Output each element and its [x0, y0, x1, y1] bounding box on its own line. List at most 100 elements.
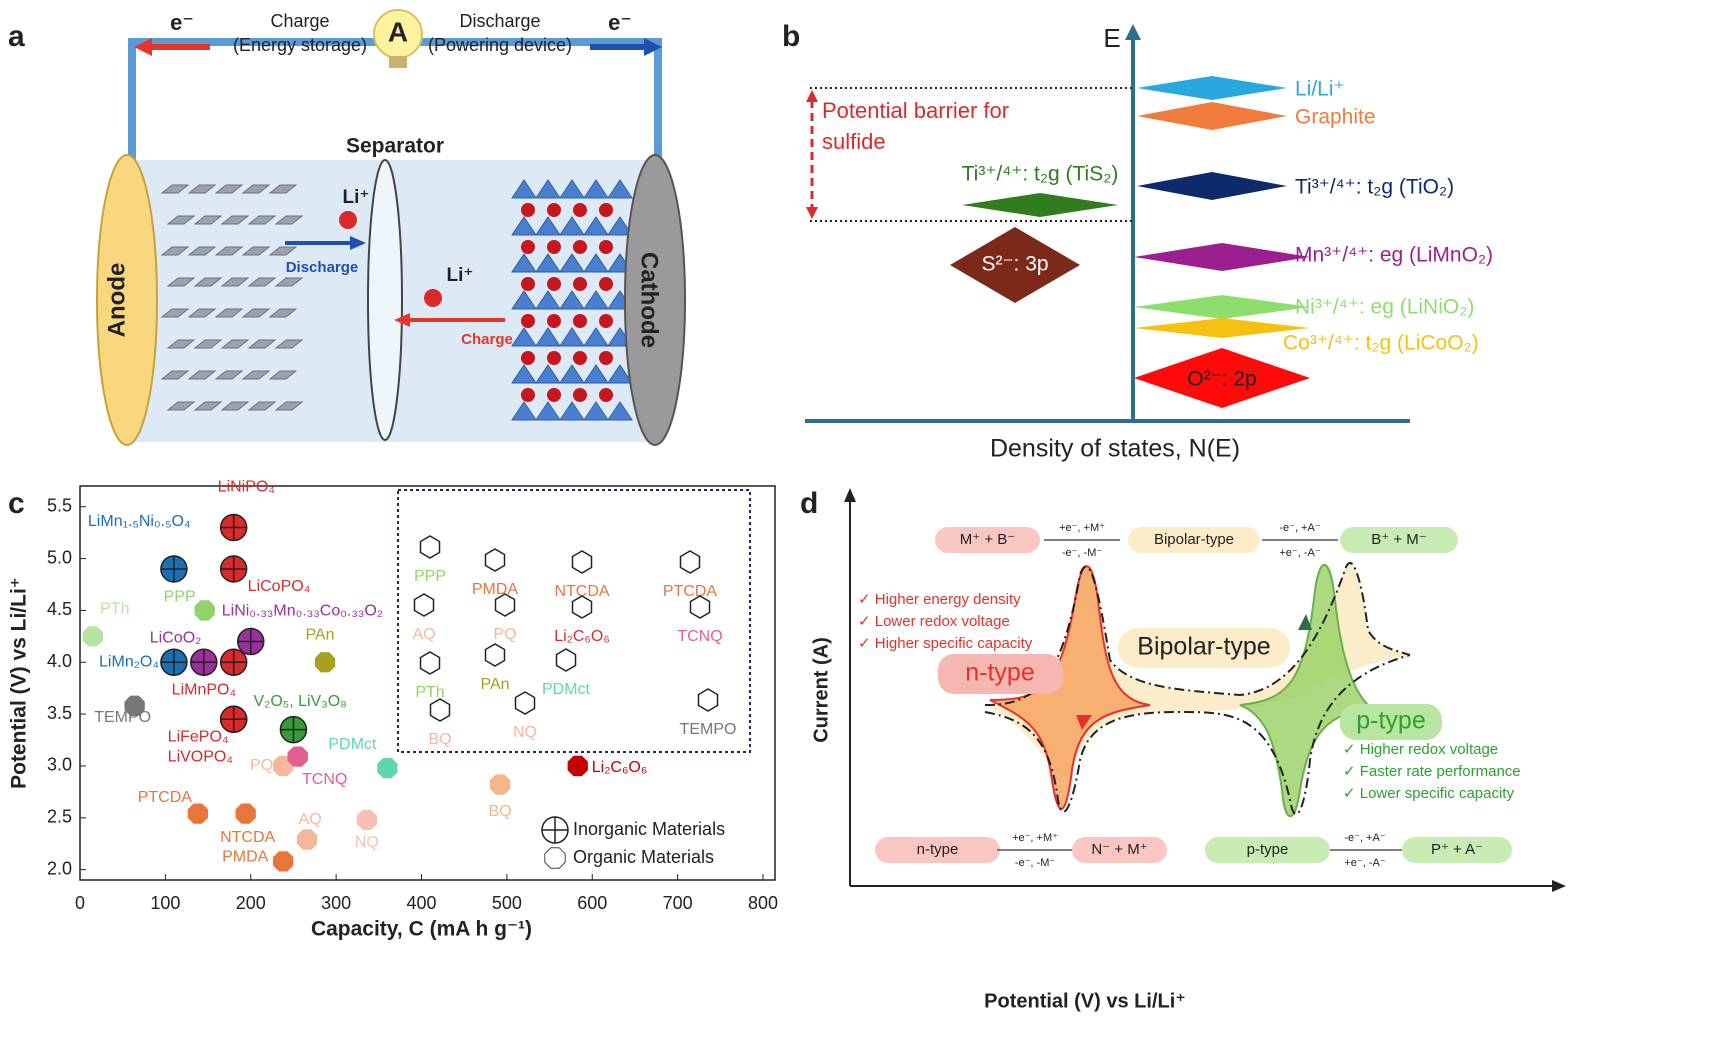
graphite-sheet: [247, 401, 277, 411]
separator-label: Separator: [346, 135, 444, 158]
x-tick-label: 100: [150, 893, 180, 913]
species-pill-label: p-type: [1247, 841, 1289, 858]
lattice-triangle: [583, 327, 609, 347]
marker-cross: [220, 555, 247, 582]
legend-label: Organic Materials: [573, 847, 714, 867]
x-tick-label: 700: [663, 893, 693, 913]
point-label: LiMn₁.₅Ni₀.₅O₄: [88, 513, 191, 530]
inset-label: PPP: [414, 568, 446, 585]
li-ion: [521, 351, 535, 365]
barrier-label: Potential barrier for: [822, 98, 1009, 123]
point-label: BQ: [488, 803, 511, 820]
lattice-triangle: [559, 364, 585, 384]
li-ion: [573, 240, 587, 254]
lattice-triangle: [511, 216, 537, 236]
lattice-triangle: [583, 253, 609, 273]
species-pill: [935, 527, 1040, 553]
lattice-triangle: [559, 327, 585, 347]
point-label: LiNiPO₄: [218, 479, 275, 496]
li-ion: [573, 388, 587, 402]
species-pill-label: Bipolar-type: [1154, 531, 1234, 548]
axis-label: Potential (V) vs Li/Li⁺: [984, 990, 1186, 1012]
marker-cross: [280, 716, 307, 743]
species-pill-label: N⁻ + M⁺: [1091, 841, 1147, 858]
lattice-triangle: [535, 364, 561, 384]
energy-level: [1137, 172, 1287, 200]
li-ion: [547, 240, 561, 254]
x-axis-label: Capacity, C (mA h g⁻¹): [311, 918, 532, 941]
level-label: O²⁻: 2p: [1187, 368, 1256, 391]
data-point: [82, 626, 103, 647]
graphite-sheet: [160, 308, 190, 318]
x-tick-label: 500: [492, 893, 522, 913]
data-point: [544, 847, 566, 869]
graphite-sheet: [268, 184, 298, 194]
graphite-sheet: [160, 246, 190, 256]
lattice-triangle: [511, 253, 537, 273]
marker-cross: [237, 628, 264, 655]
separator: [367, 159, 403, 441]
lattice-triangle: [583, 216, 609, 236]
graphite-sheet: [214, 184, 244, 194]
x-tick-label: 800: [748, 893, 778, 913]
inset-label: BQ: [428, 731, 451, 748]
arrowhead: [1125, 24, 1141, 40]
graphite-sheet: [160, 370, 190, 380]
point-label: LiCoO₂: [150, 629, 202, 646]
lattice-triangle: [583, 364, 609, 384]
arrowhead: [394, 313, 410, 327]
reaction-condition: -e⁻, +A⁻: [1279, 522, 1320, 534]
point-label: TEMPO: [94, 709, 151, 726]
arrow-label: Discharge: [286, 259, 359, 276]
point-label: PPP: [164, 589, 196, 606]
inset-label: TEMPO: [680, 721, 737, 738]
data-point: [287, 746, 308, 767]
graphite-sheet: [241, 184, 271, 194]
graphite-sheet: [187, 246, 217, 256]
ion-label: Li⁺: [447, 265, 474, 286]
wire: [128, 38, 662, 165]
anode: [96, 154, 158, 446]
li-ion: [521, 203, 535, 217]
lattice-triangle: [559, 216, 585, 236]
type-title: p-type: [1356, 707, 1425, 735]
species-pill: [1205, 837, 1330, 863]
li-ion: [599, 388, 613, 402]
li-ion: [573, 314, 587, 328]
graphite-sheet: [166, 401, 196, 411]
inset-label: PTh: [415, 684, 444, 701]
lattice-triangle: [535, 216, 561, 236]
molecule-ring: [494, 593, 516, 617]
arrowhead: [844, 488, 856, 502]
li-ion: [521, 277, 535, 291]
energy-level: [1134, 295, 1310, 319]
lattice-triangle: [511, 364, 537, 384]
x-tick-label: 300: [321, 893, 351, 913]
anode-label: Anode: [103, 263, 130, 338]
inset-frame: [397, 489, 751, 753]
graphite-sheet: [166, 215, 196, 225]
reaction-condition: +e⁻, +M⁺: [1012, 832, 1058, 844]
data-point: [194, 600, 215, 621]
point-label: LiVOPO₄: [168, 749, 233, 766]
cathode-label: Cathode: [636, 252, 663, 348]
energy-level: [1134, 348, 1310, 408]
inset-label: PTCDA: [663, 583, 718, 600]
panel-label: d: [800, 487, 818, 520]
inset-label: Li₂C₆O₆: [554, 628, 610, 645]
molecule-ring: [484, 643, 506, 667]
level-label: Co³⁺/⁴⁺: t₂g (LiCoO₂): [1283, 332, 1479, 355]
lattice-triangle: [607, 364, 633, 384]
graphite-sheet: [241, 308, 271, 318]
energy-level: [1134, 243, 1310, 271]
li-ion: [521, 388, 535, 402]
graphite-sheet: [220, 277, 250, 287]
lattice-triangle: [559, 253, 585, 273]
lattice-triangle: [559, 179, 585, 199]
graphite-sheet: [187, 308, 217, 318]
graphite-sheet: [247, 339, 277, 349]
graphite-sheet: [160, 184, 190, 194]
ammeter: A: [388, 16, 408, 47]
species-pill: [1402, 837, 1512, 863]
level-label: Ti³⁺/⁴⁺: t₂g (TiO₂): [1295, 176, 1454, 199]
